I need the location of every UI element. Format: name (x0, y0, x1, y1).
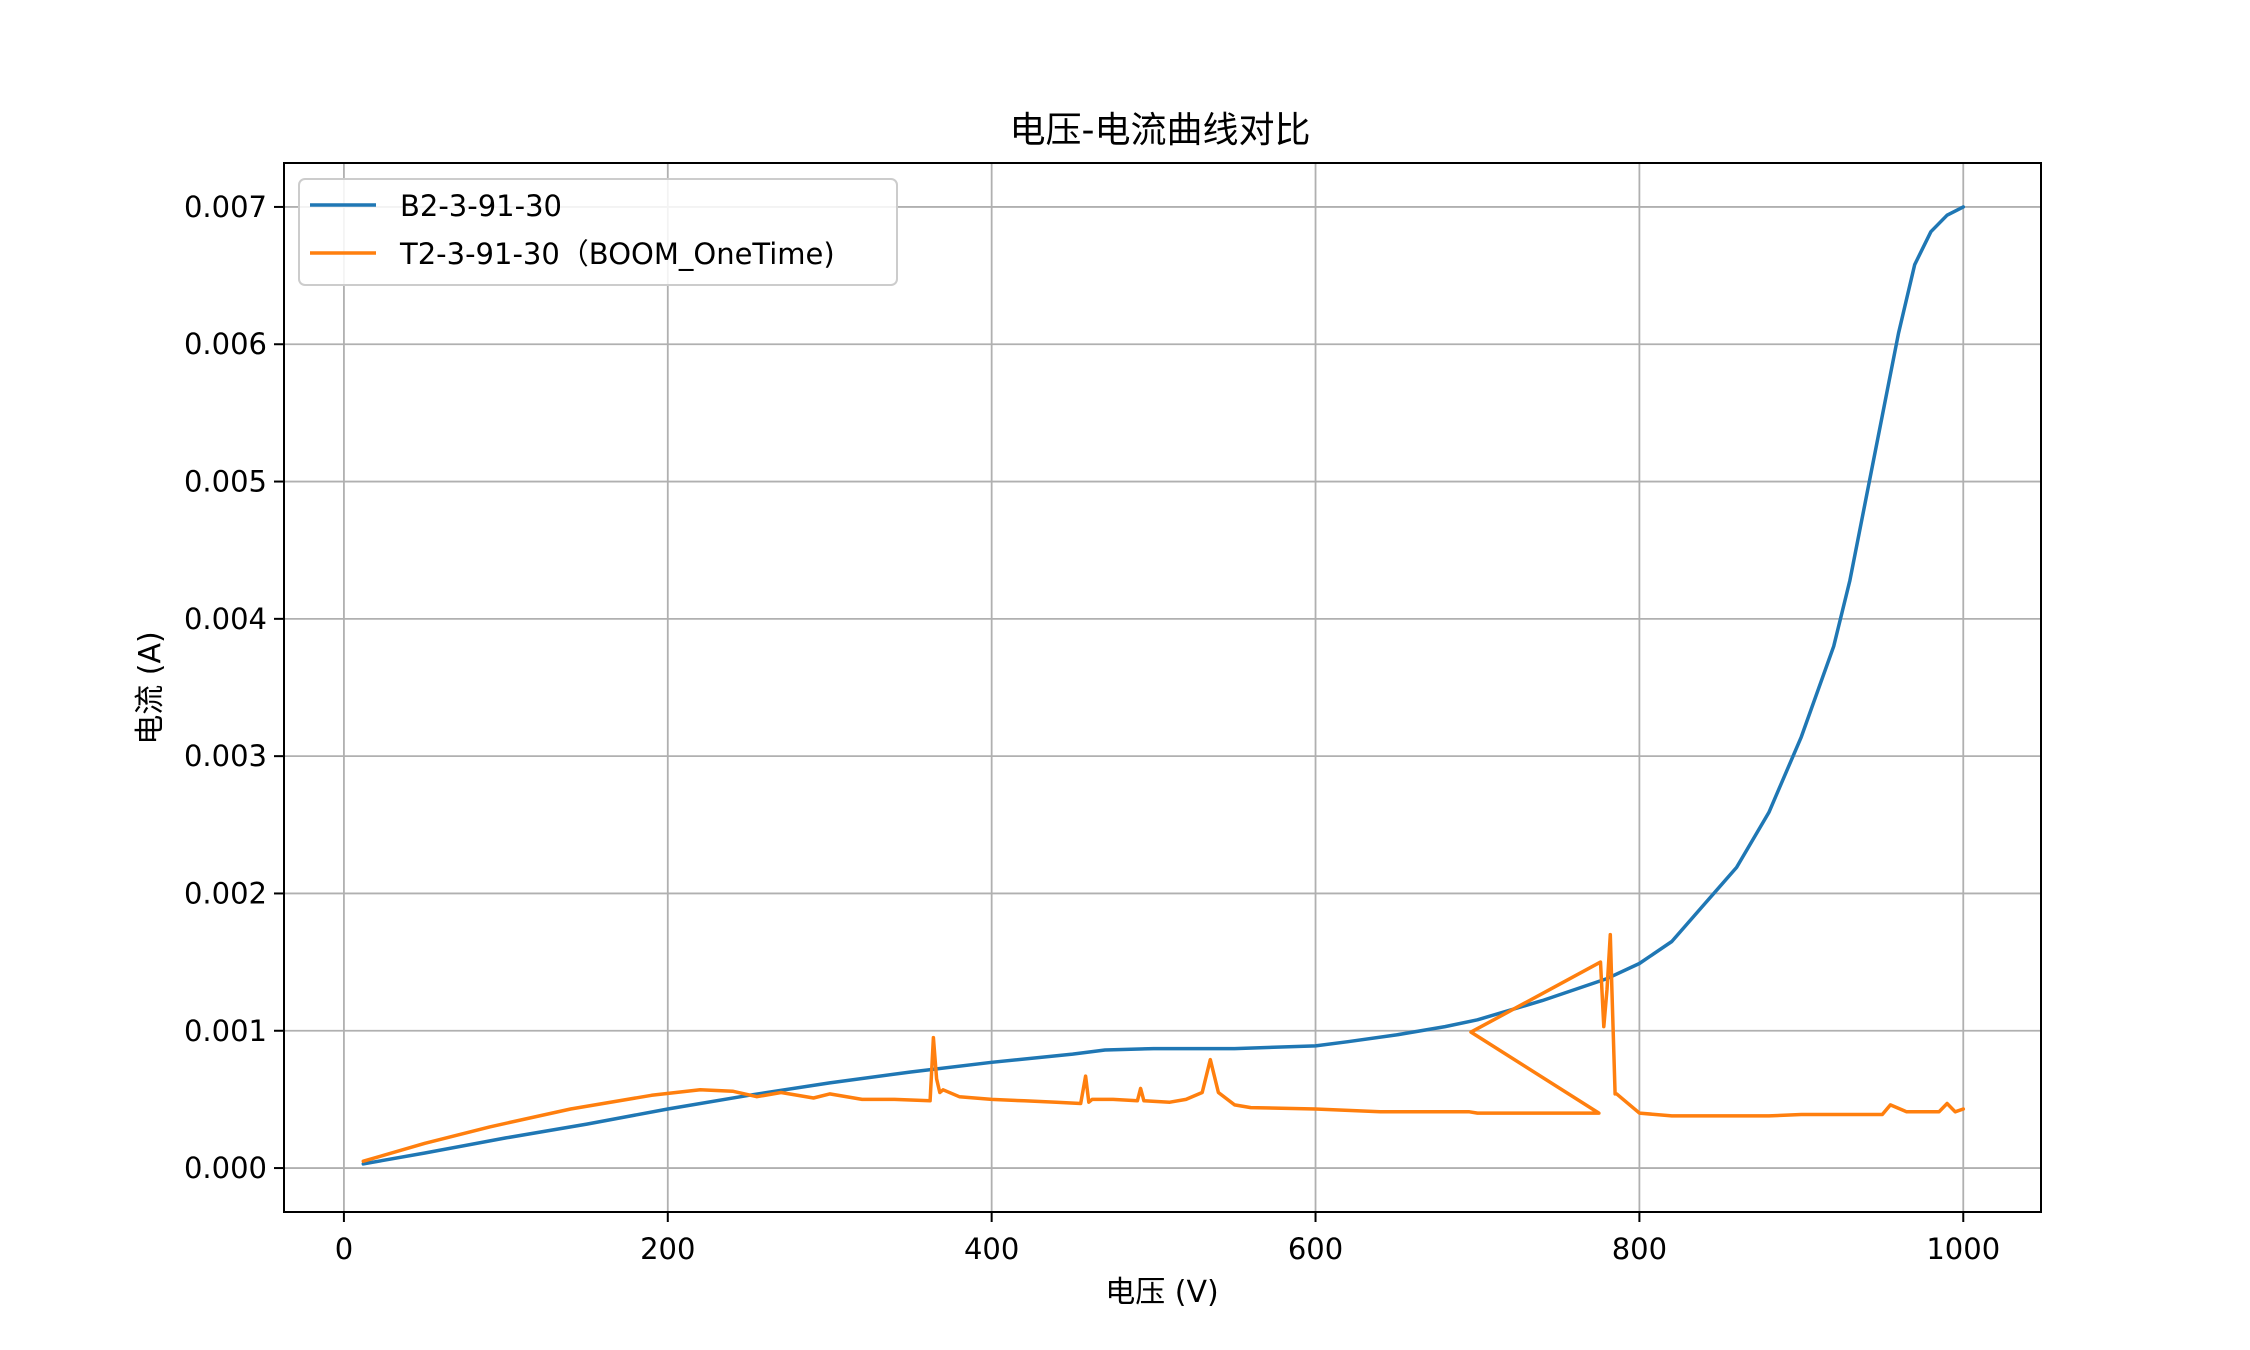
chart-title: 电压-电流曲线对比 (1010, 110, 1311, 151)
x-tick-label: 0 (335, 1232, 353, 1266)
x-axis: 0 200 400 600 800 1000 (335, 1212, 2000, 1266)
series-line-1 (361, 205, 1966, 1166)
y-tick-label: 0.007 (184, 190, 267, 224)
y-tick-label: 0.000 (184, 1151, 267, 1185)
y-axis: 0.000 0.001 0.002 0.003 0.004 0.005 0.006 0.007 (184, 190, 284, 1185)
legend-box (298, 178, 898, 286)
y-tick-label: 0.003 (184, 739, 267, 773)
legend-label-series-1: B2-3-91-30 (400, 189, 562, 223)
plot-frame (283, 162, 2042, 1213)
y-axis-label: 电流 (A) (133, 631, 168, 744)
legend-label-series-2: T2-3-91-30（BOOM_OneTime) (399, 237, 835, 271)
series-layer (361, 205, 1966, 1166)
x-tick-label: 400 (964, 1232, 1019, 1266)
grid (284, 163, 2041, 1212)
x-tick-label: 1000 (1926, 1232, 2000, 1266)
x-tick-label: 200 (640, 1232, 695, 1266)
legend: B2-3-91-30 T2-3-91-30（BOOM_OneTime) (298, 178, 898, 286)
y-tick-label: 0.002 (184, 876, 267, 910)
x-axis-label: 电压 (V) (1105, 1275, 1218, 1310)
y-tick-label: 0.001 (184, 1014, 267, 1048)
y-tick-label: 0.004 (184, 602, 267, 636)
series-line-2 (361, 932, 1966, 1163)
y-tick-label: 0.006 (184, 327, 267, 361)
x-tick-label: 800 (1612, 1232, 1667, 1266)
x-tick-label: 600 (1288, 1232, 1343, 1266)
y-tick-label: 0.005 (184, 465, 267, 499)
